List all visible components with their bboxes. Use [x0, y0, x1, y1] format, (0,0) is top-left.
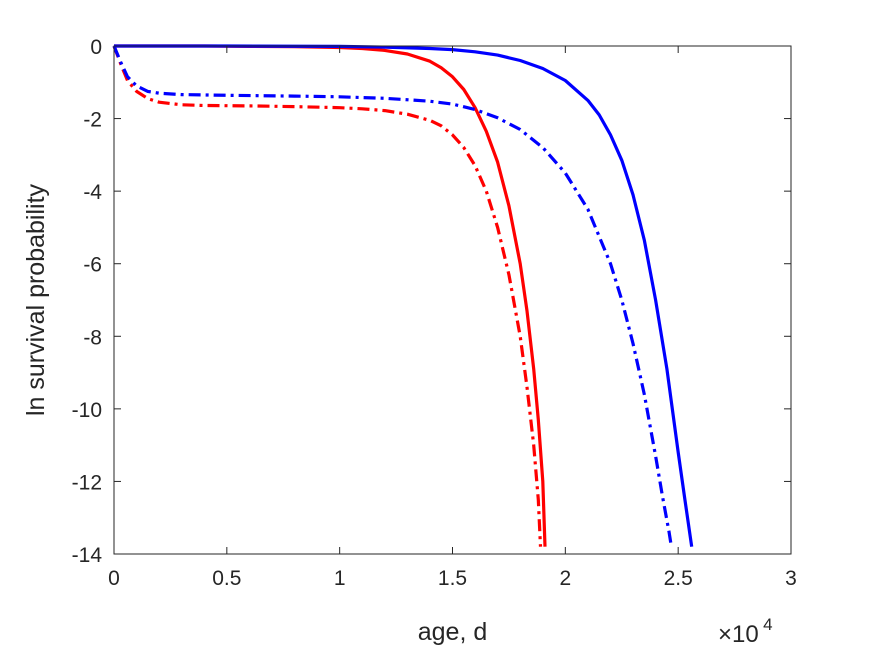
x-ticks: 0 0.5 1 1.5 2 2.5 3 [108, 46, 797, 590]
x-tick-label: 3 [785, 567, 797, 590]
y-tick-label: -8 [83, 326, 102, 349]
y-tick-label: 0 [90, 36, 102, 59]
x-tick-label: 1.5 [438, 567, 467, 590]
x-axis-multiplier: ×10 4 [718, 615, 773, 648]
x-tick-label: 2.5 [664, 567, 693, 590]
series-line-red-dashdot [112, 45, 543, 547]
y-tick-label: -6 [83, 254, 102, 277]
x-axis-label: age, d [418, 618, 488, 646]
series-layer [112, 44, 694, 547]
y-ticks: 0 -2 -4 -6 -8 -10 -12 -14 [72, 36, 791, 567]
x-multiplier-exponent: 4 [763, 615, 772, 634]
y-tick-label: -10 [72, 399, 102, 422]
x-multiplier-base: ×10 [718, 621, 759, 648]
series-line-blue-dashdot [112, 45, 673, 547]
x-tick-label: 0.5 [212, 567, 241, 590]
x-tick-label: 0 [108, 567, 120, 590]
y-tick-label: -4 [83, 181, 102, 204]
y-axis-label: ln survival probability [22, 183, 50, 416]
x-tick-label: 2 [559, 567, 571, 590]
plot-area [114, 46, 791, 554]
series-line-blue-solid [114, 44, 694, 547]
y-tick-label: -2 [83, 109, 102, 132]
y-tick-label: -14 [72, 544, 103, 567]
y-tick-label: -12 [72, 471, 102, 494]
x-tick-label: 1 [334, 567, 346, 590]
